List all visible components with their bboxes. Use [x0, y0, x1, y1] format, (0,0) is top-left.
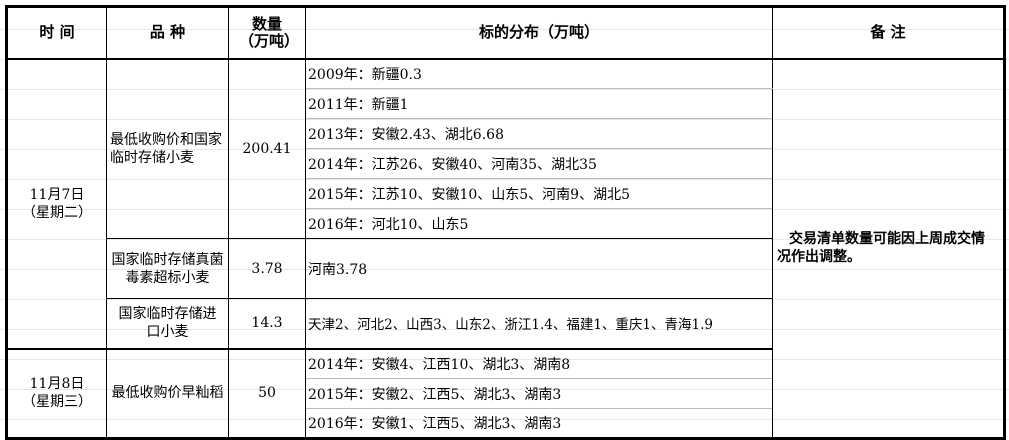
table-row: 2011年：新疆1: [7, 88, 1005, 119]
distribution-cell: 2016年：河北10、山东5: [305, 208, 773, 239]
variety-cell: 国家临时存储真菌毒素超标小麦: [106, 238, 229, 299]
variety-cell: 最低收购价和国家临时存储小麦: [106, 58, 229, 239]
distribution-cell: 2016年：安徽1、江西5、湖北3、湖南3: [305, 408, 773, 439]
header-row: 时 间 品 种 数量（万吨） 标的分布（万吨） 备 注: [6, 6, 1005, 60]
distribution-cell: 2015年：江苏10、安徽10、山东5、河南9、湖北5: [305, 178, 773, 209]
weekday: （星期二）: [22, 204, 92, 221]
qty-cell: 50: [228, 347, 306, 439]
table-row: 2015年：安徽2、江西5、湖北3、湖南3: [7, 378, 1005, 409]
distribution-cell: 2015年：安徽2、江西5、湖北3、湖南3: [305, 378, 773, 409]
header-variety: 品 种: [106, 6, 229, 60]
qty-cell: 14.3: [228, 298, 306, 349]
distribution-cell: 2013年：安徽2.43、湖北6.68: [305, 118, 773, 149]
table-row: 11月7日 （星期二） 最低收购价和国家临时存储小麦 200.41 2009年：新…: [6, 58, 1005, 439]
date-cell: 11月8日 （星期三）: [6, 347, 107, 439]
variety-cell: 国家临时存储进口小麦: [106, 298, 229, 349]
date-cell: 11月7日 （星期二）: [6, 58, 107, 349]
variety-cell: 最低收购价早籼稻: [106, 347, 229, 439]
date: 11月7日: [29, 186, 85, 203]
weekday: （星期三）: [22, 394, 92, 411]
qty-cell: 200.41: [228, 58, 306, 239]
header-remarks: 备 注: [772, 6, 1005, 60]
header-qty: 数量（万吨）: [228, 6, 306, 60]
table-row: 国家临时存储真菌毒素超标小麦 3.78 河南3.78: [7, 238, 1005, 299]
table-row: 2014年：江苏26、安徽40、河南35、湖北35: [7, 148, 1005, 179]
table-row: 11月8日 （星期三） 最低收购价早籼稻 50 2014年：安徽4、江西10、湖北…: [6, 347, 1005, 439]
distribution-cell: 天津2、河北2、山西3、山东2、浙江1.4、福建1、重庆1、青海1.9: [305, 298, 773, 349]
date: 11月8日: [29, 376, 85, 393]
distribution-cell: 2014年：安徽4、江西10、湖北3、湖南8: [305, 347, 773, 379]
header-qty-label: 数量（万吨）: [239, 14, 300, 50]
auction-schedule-table: 时 间 品 种 数量（万吨） 标的分布（万吨） 备 注 11月7日 （星期二） 最…: [5, 5, 1006, 440]
header-time: 时 间: [6, 6, 107, 60]
distribution-cell: 河南3.78: [305, 238, 773, 299]
table-row: 2013年：安徽2.43、湖北6.68: [7, 118, 1005, 149]
distribution-cell: 2014年：江苏26、安徽40、河南35、湖北35: [305, 148, 773, 179]
table-row: 国家临时存储进口小麦 14.3 天津2、河北2、山西3、山东2、浙江1.4、福建…: [7, 298, 1005, 349]
remarks-cell: 交易清单数量可能因上周成交情况作出调整。: [772, 58, 1005, 439]
distribution-cell: 2011年：新疆1: [305, 88, 773, 119]
distribution-cell: 2009年：新疆0.3: [305, 58, 773, 89]
table-row: 2016年：安徽1、江西5、湖北3、湖南3: [7, 408, 1005, 439]
header-distribution: 标的分布（万吨）: [305, 6, 773, 60]
table-row: 2016年：河北10、山东5: [7, 208, 1005, 239]
qty-cell: 3.78: [228, 238, 306, 299]
